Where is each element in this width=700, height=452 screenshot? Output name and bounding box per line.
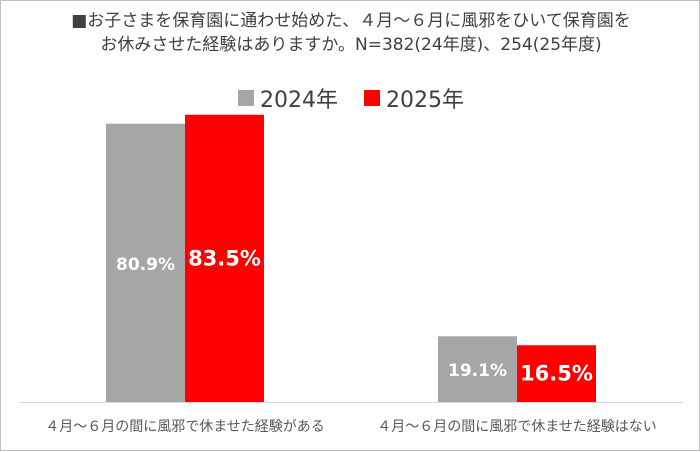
data-label-2024年-cat1: 80.9%: [116, 255, 175, 275]
bar-2025年-cat2: [517, 345, 596, 402]
category-label-1: ４月～６月の間に風邪で休ませた経験がある: [45, 419, 325, 435]
data-label-2025年-cat1: 83.5%: [188, 246, 261, 270]
chart-title-line-1: ■お子さまを保育園に通わせ始めた、４月～６月に風邪をひいて保育園を: [71, 11, 631, 31]
category-label-2: ４月～６月の間に風邪で休ませた経験はない: [377, 419, 657, 435]
legend-label-2025: 2025年: [386, 88, 464, 113]
chart-title: ■お子さまを保育園に通わせ始めた、４月～６月に風邪をひいて保育園を お休みさせた…: [1, 9, 700, 57]
bar-2024年-cat2: [438, 336, 517, 402]
legend-item-2024: 2024年: [238, 82, 338, 114]
data-label-2025年-cat2: 16.5%: [520, 362, 593, 386]
data-label-2024年-cat2: 19.1%: [448, 361, 507, 381]
chart-title-line-2: お休みさせた経験はありますか。N=382(24年度)、254(25年度): [100, 35, 602, 55]
legend-swatch-2024: [238, 90, 254, 106]
bar-2025年-cat1: [185, 114, 264, 402]
chart-legend: 2024年 2025年: [1, 81, 700, 115]
bar-2024年-cat1: [106, 123, 185, 402]
legend-swatch-2025: [364, 90, 380, 106]
legend-label-2024: 2024年: [260, 88, 338, 113]
legend-item-2025: 2025年: [364, 82, 464, 114]
